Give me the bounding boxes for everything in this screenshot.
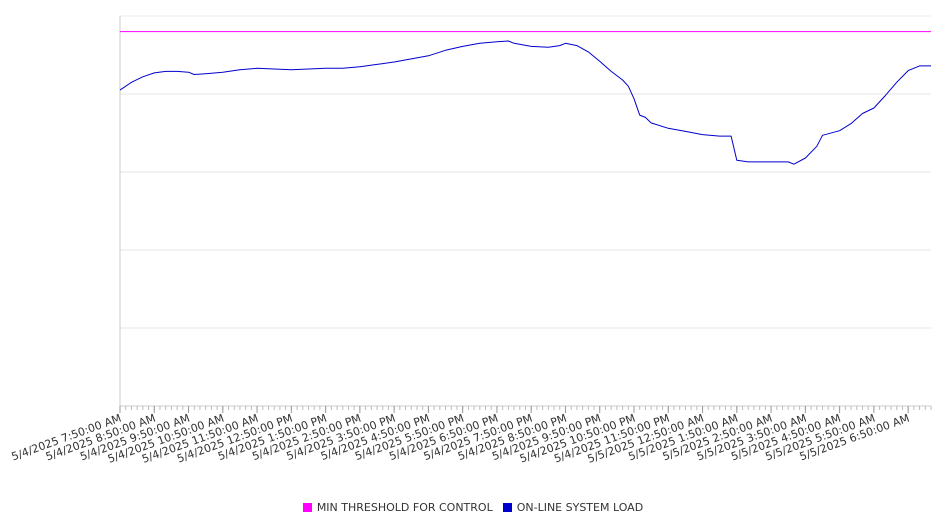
legend-item-system-load[interactable]: ON-LINE SYSTEM LOAD: [502, 500, 644, 514]
legend-label-threshold: MIN THRESHOLD FOR CONTROL: [316, 500, 493, 514]
series-group: [119, 31, 931, 165]
gridlines: [120, 15, 931, 329]
legend-swatch-threshold: [302, 502, 312, 512]
x-axis-ticks: 5/4/2025 7:50:00 AM5/4/2025 8:50:00 AM5/…: [10, 406, 932, 466]
legend-item-threshold[interactable]: MIN THRESHOLD FOR CONTROL: [302, 500, 493, 514]
system-load-line: [119, 40, 931, 165]
legend: MIN THRESHOLD FOR CONTROL ON-LINE SYSTEM…: [0, 498, 946, 516]
legend-swatch-system-load: [502, 502, 512, 512]
plot-background: [120, 16, 931, 406]
legend-label-system-load: ON-LINE SYSTEM LOAD: [516, 500, 644, 514]
